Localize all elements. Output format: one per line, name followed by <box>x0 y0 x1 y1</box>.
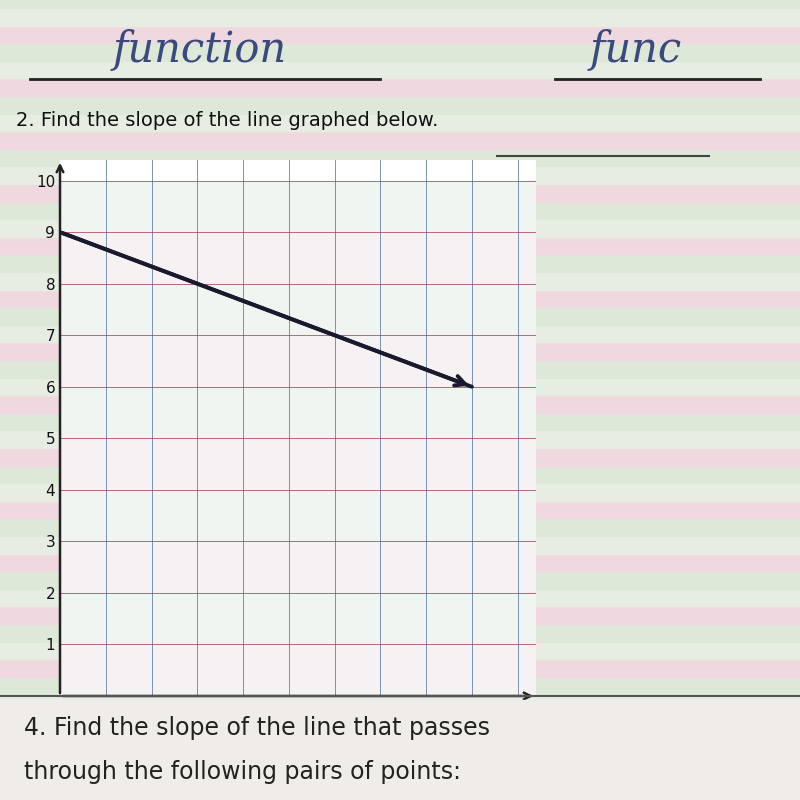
Bar <box>60 181 536 232</box>
Bar <box>60 284 536 335</box>
Text: function: function <box>113 29 287 70</box>
Bar <box>60 490 536 542</box>
Bar <box>60 335 536 386</box>
Bar <box>60 542 536 593</box>
Bar <box>60 645 536 696</box>
Bar <box>60 386 536 438</box>
Text: func: func <box>590 29 682 70</box>
Bar <box>60 232 536 284</box>
Bar <box>60 593 536 645</box>
Text: through the following pairs of points:: through the following pairs of points: <box>24 760 461 784</box>
Text: 2. Find the slope of the line graphed below.: 2. Find the slope of the line graphed be… <box>16 110 438 130</box>
Bar <box>60 438 536 490</box>
Text: 4. Find the slope of the line that passes: 4. Find the slope of the line that passe… <box>24 716 490 740</box>
